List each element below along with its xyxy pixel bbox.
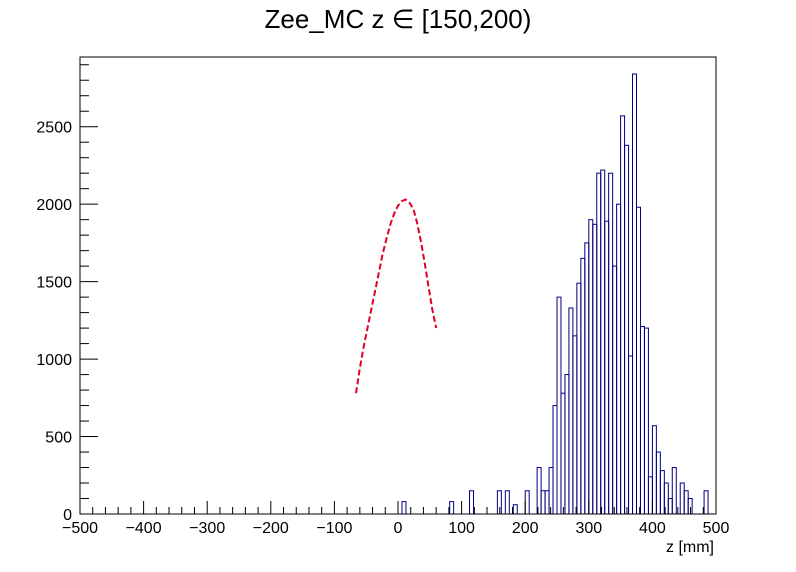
histogram-bin (544, 490, 550, 515)
x-axis-label: z [mm] (666, 539, 714, 556)
histogram-bin (651, 425, 657, 515)
y-tick-label: 2500 (36, 120, 72, 137)
histogram-series (401, 73, 709, 515)
histogram-bin (572, 335, 578, 515)
histogram-bin (616, 203, 622, 515)
histogram-bin (568, 307, 574, 515)
x-tick-label: 500 (703, 520, 730, 537)
histogram-bin (564, 374, 570, 515)
histogram-bin (512, 504, 518, 515)
y-tick-label: 1000 (36, 352, 72, 369)
histogram-bin (592, 223, 598, 515)
x-tick-label: 300 (575, 520, 602, 537)
histogram-bin (667, 498, 673, 515)
histogram-bin (671, 467, 677, 515)
histogram-bin (679, 482, 685, 515)
x-axis: −500 −400 −300 −200 −100 0 100 200 300 400 500 (62, 501, 729, 537)
chart-title: Zee_MC z ∈ [150,200) (264, 4, 532, 34)
histogram-bin (628, 355, 634, 515)
x-tick-label: −300 (189, 520, 225, 537)
x-tick-label: 0 (394, 520, 403, 537)
x-tick-label: 100 (448, 520, 475, 537)
histogram-bin (647, 476, 653, 515)
histogram-bin (659, 470, 665, 515)
fit-curve (355, 198, 438, 394)
histogram-bin (612, 265, 618, 515)
x-tick-label: −100 (316, 520, 352, 537)
histogram-bin (624, 144, 630, 515)
x-tick-label: −500 (62, 520, 98, 537)
x-tick-label: −400 (126, 520, 162, 537)
histogram-bin (703, 490, 709, 515)
histogram-bin (608, 172, 614, 515)
histogram-bin (584, 242, 590, 515)
histogram-bin (632, 73, 638, 515)
histogram-bin (600, 169, 606, 515)
y-tick-label: 0 (63, 507, 72, 524)
y-axis: 0 500 1000 1500 2000 2500 (36, 64, 98, 524)
histogram-bin (576, 282, 582, 515)
histogram-bin (540, 490, 546, 515)
fit-curve-series (355, 198, 438, 394)
histogram-bin (620, 115, 626, 515)
histogram-bin (643, 327, 649, 515)
y-tick-label: 1500 (36, 275, 72, 292)
histogram-bin (639, 326, 645, 515)
histogram-bin (401, 501, 407, 515)
x-tick-label: 200 (512, 520, 539, 537)
histogram-bin (636, 206, 641, 515)
x-tick-label: −200 (253, 520, 289, 537)
histogram-bin (469, 490, 475, 515)
histogram-bin (504, 490, 510, 515)
histogram-bin (552, 405, 558, 515)
histogram-bin (655, 451, 661, 515)
y-tick-label: 2000 (36, 197, 72, 214)
histogram-bin (580, 257, 586, 515)
x-tick-label: 400 (639, 520, 666, 537)
histogram-bin (683, 490, 689, 515)
histogram-bin (604, 220, 610, 515)
y-tick-label: 500 (45, 430, 72, 447)
histogram-bin (588, 219, 594, 515)
histogram-bin (556, 296, 562, 515)
histogram-bin (524, 490, 530, 515)
histogram-bin (449, 501, 455, 515)
histogram-bin (596, 172, 602, 515)
histogram-bin (560, 392, 566, 515)
